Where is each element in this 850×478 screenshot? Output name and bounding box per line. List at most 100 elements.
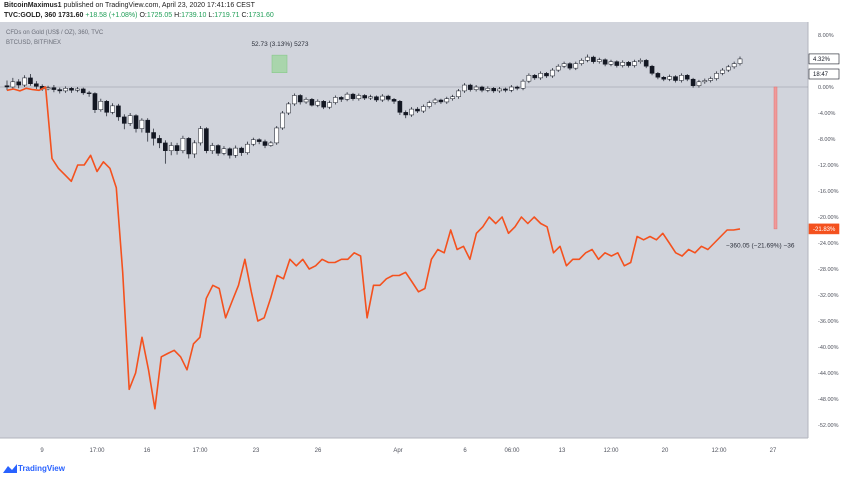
gold-candle[interactable] [75,88,80,91]
gold-candle[interactable] [608,61,614,65]
gold-candle[interactable] [421,106,426,112]
gold-candle[interactable] [462,84,467,92]
gold-candle[interactable] [596,59,602,62]
gold-candle[interactable] [110,105,115,113]
gold-candle[interactable] [473,86,479,90]
gold-candle[interactable] [491,88,497,92]
gold-candle[interactable] [168,145,174,151]
gold-candle[interactable] [16,81,22,86]
gold-candle[interactable] [104,101,109,113]
gold-candle[interactable] [4,85,10,88]
gold-candle[interactable] [92,93,98,110]
measure-box-gold[interactable] [271,54,288,74]
gold-candle[interactable] [221,148,227,154]
tradingview-brand[interactable]: TradingView [18,464,65,473]
price-badge[interactable] [808,68,840,80]
gold-candle[interactable] [550,69,555,77]
time-axis-area[interactable] [0,438,808,460]
gold-candle[interactable] [10,81,16,88]
measure-bar-btc[interactable] [773,86,778,230]
gold-candle[interactable] [280,112,285,129]
gold-candle[interactable] [450,96,455,99]
gold-candle[interactable] [121,116,127,124]
btc-line[interactable] [6,86,741,410]
legend-gold[interactable]: CFDs on Gold (US$ / OZ), 360, TVC [6,30,104,36]
gold-candle[interactable] [22,77,27,86]
gold-candle[interactable] [661,77,667,80]
gold-candle[interactable] [690,78,696,86]
legend-btc[interactable]: BTCUSD, BITFINEX [6,40,62,46]
gold-candle[interactable] [303,99,309,103]
gold-candle[interactable] [127,115,133,124]
gold-candle[interactable] [467,84,473,90]
gold-candle[interactable] [737,58,743,64]
gold-candle[interactable] [268,142,274,146]
gold-candle[interactable] [45,87,51,90]
gold-candle[interactable] [245,143,250,153]
gold-candle[interactable] [509,86,514,91]
gold-candle[interactable] [620,62,626,66]
gold-candle[interactable] [720,69,725,74]
gold-candle[interactable] [385,95,391,100]
gold-candle[interactable] [555,65,561,71]
gold-candle[interactable] [714,73,719,79]
gold-candle[interactable] [256,139,262,142]
gold-candle[interactable] [151,132,156,139]
chart-plot-area[interactable]: CFDs on Gold (US$ / OZ), 360, TVC BTCUSD… [0,22,808,438]
gold-candle[interactable] [415,108,420,112]
gold-candle[interactable] [297,95,303,103]
gold-candle[interactable] [579,60,584,64]
gold-candle[interactable] [34,83,39,87]
gold-candle[interactable] [602,59,608,65]
gold-candle[interactable] [180,138,186,151]
gold-candle[interactable] [333,97,338,103]
gold-candle[interactable] [286,103,291,114]
gold-candle[interactable] [327,102,332,108]
gold-candle[interactable] [485,88,491,91]
gold-candle[interactable] [274,127,280,144]
gold-candle[interactable] [649,65,655,74]
gold-candle[interactable] [344,93,350,100]
symbol-label[interactable]: TVC:GOLD, 360 [4,12,57,19]
gold-candle[interactable] [643,60,649,67]
gold-candle[interactable] [403,112,409,116]
gold-candle[interactable] [638,60,643,62]
gold-candle[interactable] [514,86,520,89]
gold-candle[interactable] [573,63,579,69]
gold-candle[interactable] [315,101,321,106]
price-badge[interactable] [808,53,840,65]
gold-candle[interactable] [526,75,532,82]
gold-candle[interactable] [215,145,221,154]
gold-candle[interactable] [679,75,684,81]
gold-candle[interactable] [731,63,737,68]
gold-candle[interactable] [198,128,203,144]
gold-candle[interactable] [626,62,631,66]
gold-candle[interactable] [591,56,596,62]
gold-candle[interactable] [174,145,180,151]
gold-candle[interactable] [145,119,151,133]
price-badge[interactable] [808,223,840,235]
gold-candle[interactable] [702,80,708,83]
gold-candle[interactable] [444,98,450,103]
gold-candle[interactable] [409,108,414,116]
gold-candle[interactable] [673,76,678,81]
gold-candle[interactable] [28,77,33,85]
gold-candle[interactable] [520,80,526,89]
gold-candle[interactable] [186,138,192,155]
gold-candle[interactable] [479,86,485,91]
gold-candle[interactable] [57,89,63,92]
gold-candle[interactable] [133,115,139,129]
gold-candle[interactable] [239,147,244,153]
gold-candle[interactable] [497,88,502,92]
gold-candle[interactable] [227,148,233,156]
gold-candle[interactable] [262,141,268,146]
gold-candle[interactable] [632,61,637,66]
gold-candle[interactable] [374,96,379,101]
gold-candle[interactable] [696,81,702,86]
gold-candle[interactable] [250,139,256,145]
gold-candle[interactable] [655,73,661,78]
gold-candle[interactable] [309,99,315,106]
gold-candle[interactable] [192,142,197,155]
gold-candle[interactable] [667,76,672,80]
gold-candle[interactable] [98,101,104,111]
